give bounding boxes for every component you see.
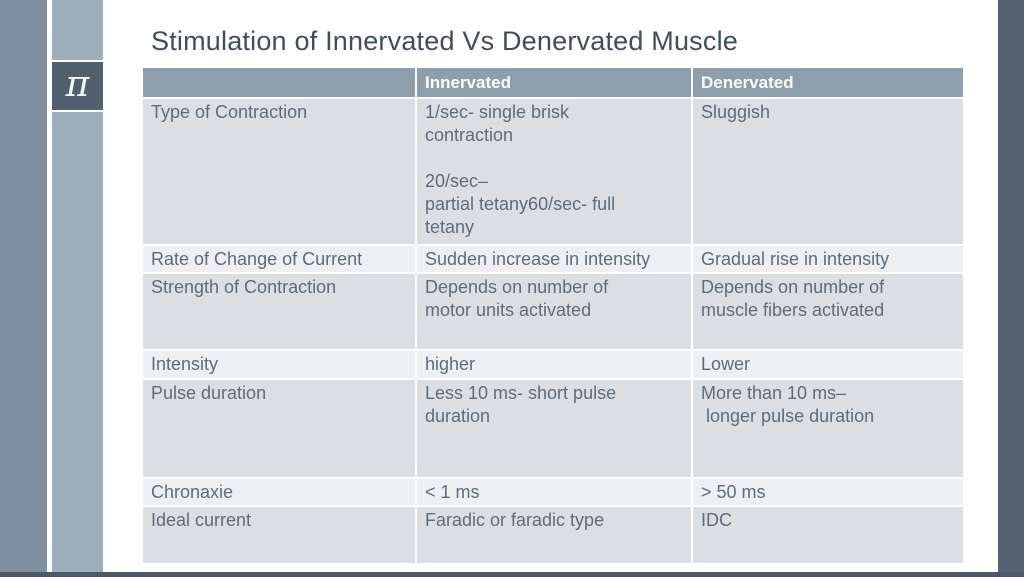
pi-logo-glyph: π [65,63,90,105]
cell-innervated: 1/sec- single brisk contraction 20/sec– … [417,99,691,244]
row-label: Pulse duration [143,380,415,477]
column-header-innervated: Innervated [417,68,691,97]
row-label: Intensity [143,351,415,378]
row-label: Rate of Change of Current [143,246,415,272]
bottom-accent-bar [0,572,1024,577]
cell-innervated: Depends on number of motor units activat… [417,274,691,349]
slide-title: Stimulation of Innervated Vs Denervated … [151,26,738,56]
cell-denervated: More than 10 ms– longer pulse duration [693,380,963,477]
row-label: Strength of Contraction [143,274,415,349]
row-label: Ideal current [143,507,415,563]
cell-denervated: > 50 ms [693,479,963,505]
row-label: Type of Contraction [143,99,415,244]
row-label: Chronaxie [143,479,415,505]
pi-logo-icon: π [52,60,103,112]
cell-innervated: Faradic or faradic type [417,507,691,563]
left-outer-accent-bar [0,0,47,572]
cell-denervated: Sluggish [693,99,963,244]
cell-innervated: Less 10 ms- short pulse duration [417,380,691,477]
column-header-empty [143,68,415,97]
cell-denervated: IDC [693,507,963,563]
cell-denervated: Gradual rise in intensity [693,246,963,272]
comparison-table: Innervated Denervated Type of Contractio… [143,68,963,563]
right-accent-bar [998,0,1024,577]
cell-innervated: < 1 ms [417,479,691,505]
cell-denervated: Lower [693,351,963,378]
column-header-denervated: Denervated [693,68,963,97]
cell-innervated: higher [417,351,691,378]
cell-denervated: Depends on number of muscle fibers activ… [693,274,963,349]
cell-innervated: Sudden increase in intensity [417,246,691,272]
